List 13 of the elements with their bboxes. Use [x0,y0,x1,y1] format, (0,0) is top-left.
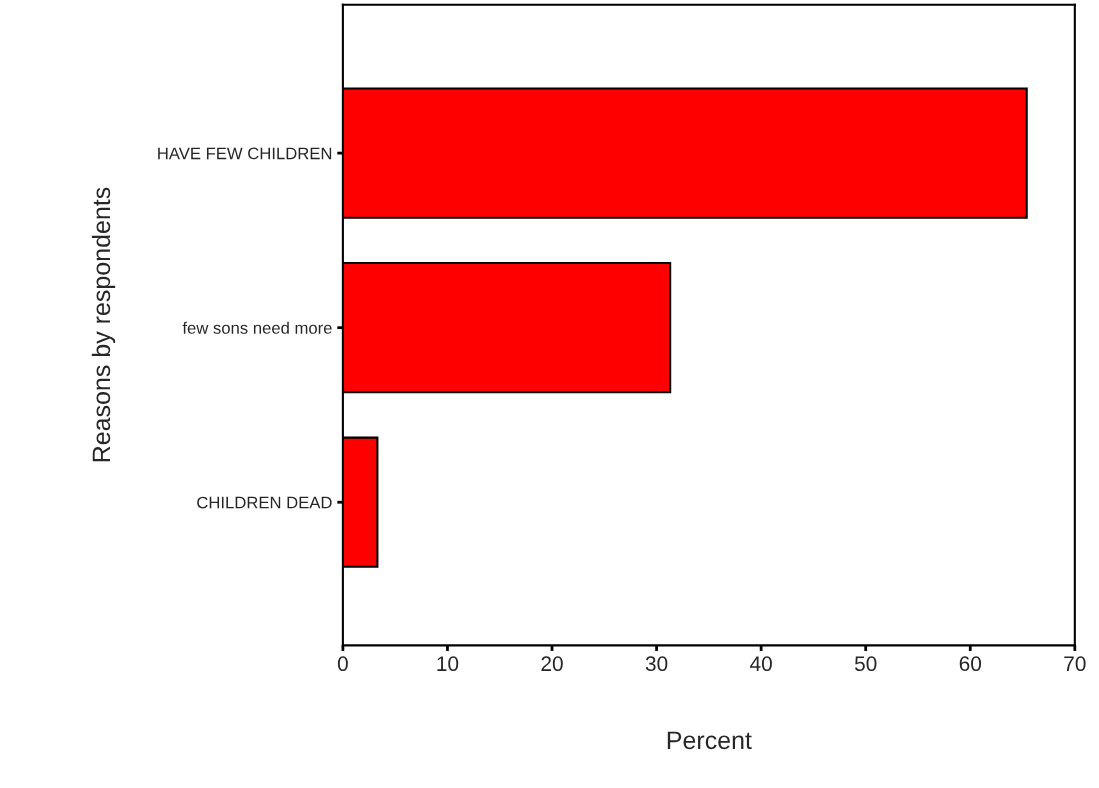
y-tick-label: HAVE FEW CHILDREN [158,147,332,160]
x-axis-title: Percent [667,731,752,750]
x-tick-label: 70 [1064,656,1086,672]
x-tick-label: 40 [750,656,772,672]
x-tick-label: 60 [959,656,982,672]
x-tick-label: 10 [437,656,459,672]
x-tick-label: 20 [541,656,563,672]
y-axis-title: Reasons by respondents [91,187,116,462]
y-tick-label: CHILDREN DEAD [197,496,332,509]
x-tick-label: 30 [645,656,668,672]
y-tick-label: few sons need more [182,321,332,334]
x-tick-label: 0 [337,656,348,672]
x-tick-label: 50 [854,656,877,672]
